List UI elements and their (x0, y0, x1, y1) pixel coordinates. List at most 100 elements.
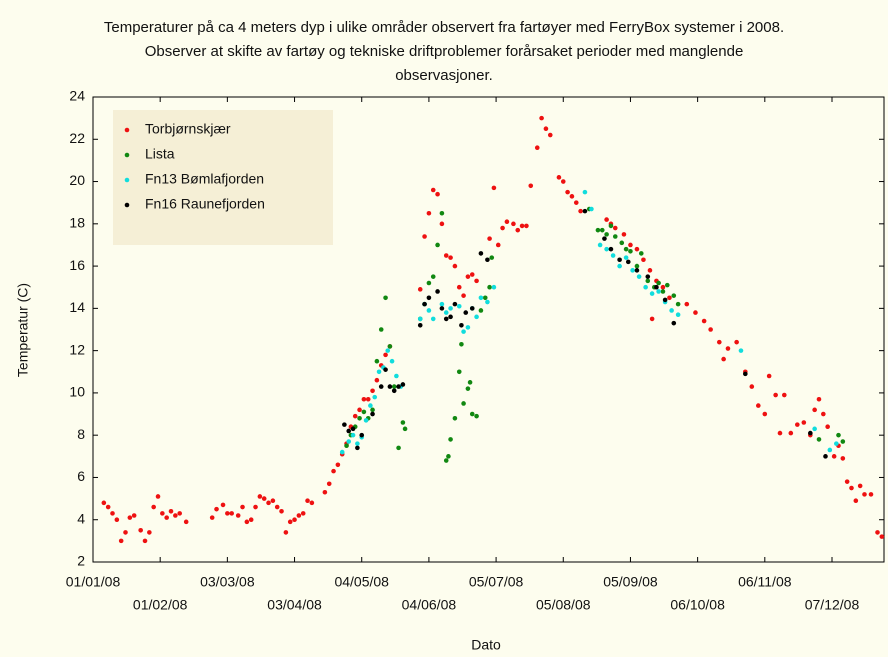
point (634, 246, 640, 252)
point (225, 511, 230, 516)
y-tick-label: 24 (69, 88, 85, 104)
point (335, 462, 341, 468)
x-tick-label: 05/09/08 (603, 574, 658, 590)
point (339, 449, 345, 455)
point (378, 327, 384, 332)
point (465, 274, 471, 279)
point (485, 299, 490, 305)
point (448, 437, 453, 442)
point (456, 369, 462, 375)
point (671, 320, 677, 326)
x-tick-label: 04/06/08 (402, 597, 457, 613)
point (114, 517, 120, 523)
point (671, 293, 677, 298)
point (426, 280, 432, 286)
x-tick-label: 05/07/08 (469, 574, 524, 590)
point (599, 227, 605, 233)
point (151, 504, 156, 510)
point (595, 227, 601, 233)
x-tick-label: 07/12/08 (805, 597, 860, 613)
y-tick-label: 8 (77, 426, 85, 442)
legend-label: Lista (145, 146, 175, 162)
point (515, 227, 521, 233)
chart-title: observasjoner. (395, 67, 493, 84)
point (749, 384, 755, 389)
point (738, 348, 744, 353)
point (623, 255, 629, 260)
point (270, 498, 276, 504)
point (879, 534, 885, 539)
point (743, 371, 748, 377)
point (623, 246, 629, 252)
point (628, 242, 633, 248)
y-tick-label: 16 (69, 257, 85, 273)
point (220, 502, 226, 508)
point (443, 316, 449, 322)
legend-marker (124, 177, 130, 183)
point (459, 322, 464, 328)
point (266, 500, 271, 506)
point (569, 194, 575, 199)
point (788, 430, 794, 436)
point (326, 481, 332, 487)
point (621, 232, 627, 237)
point (372, 394, 378, 400)
point (370, 388, 375, 394)
point (426, 308, 432, 313)
point (439, 301, 445, 307)
point (656, 280, 661, 286)
point (370, 411, 375, 417)
point (487, 284, 492, 290)
point (363, 418, 369, 423)
point (292, 517, 297, 523)
point (402, 426, 408, 432)
x-tick-label: 04/05/08 (334, 574, 389, 590)
point (147, 530, 152, 535)
point (461, 329, 466, 334)
point (118, 538, 124, 544)
point (669, 308, 674, 313)
point (853, 498, 859, 504)
point (597, 242, 603, 248)
point (645, 278, 651, 284)
point (634, 263, 640, 269)
point (123, 530, 128, 535)
point (110, 511, 115, 516)
point (331, 468, 336, 474)
point (435, 242, 440, 248)
y-tick-label: 12 (69, 341, 85, 357)
point (376, 369, 382, 375)
point (762, 411, 768, 417)
x-tick-label: 03/03/08 (200, 574, 255, 590)
point (795, 422, 800, 427)
point (636, 274, 642, 279)
legend-marker (124, 202, 130, 208)
point (500, 225, 505, 231)
point (565, 189, 570, 195)
point (862, 492, 867, 497)
point (756, 403, 761, 408)
point (634, 268, 640, 273)
point (801, 420, 807, 425)
point (253, 504, 258, 510)
point (519, 223, 525, 229)
point (495, 242, 501, 248)
point (467, 380, 473, 385)
point (300, 511, 306, 516)
point (461, 401, 466, 406)
point (448, 306, 453, 311)
point (608, 246, 614, 252)
point (448, 255, 453, 260)
point (168, 508, 174, 514)
point (654, 284, 659, 290)
point (385, 348, 391, 353)
point (834, 441, 839, 446)
point (660, 289, 666, 294)
legend-label: Torbjørnskjær (145, 121, 231, 137)
point (684, 301, 690, 307)
point (511, 221, 516, 227)
point (350, 426, 356, 432)
legend-label: Fn16 Raunefjorden (145, 196, 265, 212)
point (391, 384, 397, 389)
